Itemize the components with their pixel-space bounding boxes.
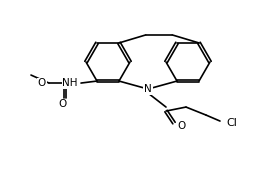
Text: O: O [177,121,185,131]
Text: O: O [38,78,46,88]
Text: Cl: Cl [226,118,237,128]
Text: N: N [144,84,152,94]
Text: O: O [59,99,67,109]
Text: NH: NH [62,78,78,88]
